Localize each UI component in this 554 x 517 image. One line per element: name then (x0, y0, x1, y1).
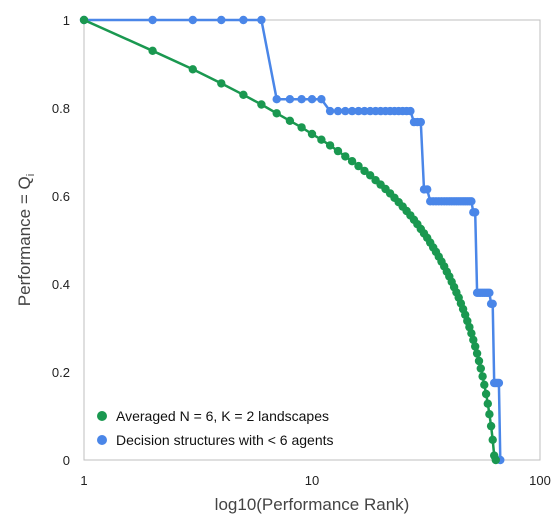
y-tick-label-4: 0.8 (52, 101, 70, 116)
series-0-point (469, 335, 478, 345)
series-0-point (217, 79, 226, 88)
y-tick-label-3: 0.6 (52, 189, 70, 204)
series-layer (79, 15, 505, 465)
series-0-point (333, 146, 343, 156)
series-1-point (297, 95, 306, 104)
series-0-point (285, 116, 295, 126)
series-0-point (483, 399, 492, 408)
series-0-point (317, 135, 326, 144)
series-0-point (257, 100, 266, 109)
legend-marker-1 (97, 435, 107, 445)
series-0-point (325, 141, 335, 150)
series-0-point (297, 123, 306, 132)
series-1-point (485, 288, 494, 297)
series-0-point (491, 455, 500, 465)
series-1-point (423, 185, 432, 194)
series-0-point (474, 356, 484, 366)
series-1-point (341, 106, 350, 116)
series-0-point (471, 342, 480, 351)
legend-marker-0 (97, 411, 107, 421)
y-tick-label-1: 0.2 (52, 365, 70, 380)
series-1-point (272, 95, 281, 104)
legend-item-1: Decision structures with < 6 agents (97, 432, 334, 448)
series-line-1 (84, 18, 502, 461)
x-axis-title: log10(Performance Rank) (215, 495, 410, 514)
series-1-point (416, 117, 425, 127)
series-1-point (354, 106, 363, 116)
series-1-point (467, 197, 476, 206)
y-axis-ticks: 0 0.2 0.4 0.6 0.8 1 (52, 13, 70, 468)
series-1-point (406, 106, 415, 116)
series-1-point (188, 15, 197, 25)
series-0-point (486, 421, 496, 431)
series-1-point (333, 106, 343, 116)
legend-label-1: Decision structures with < 6 agents (116, 432, 334, 448)
series-1 (79, 15, 505, 465)
series-0-point (360, 166, 369, 176)
series-0-point (341, 152, 350, 161)
series-0-point (472, 349, 482, 358)
series-0-point (366, 171, 375, 180)
series-1-point (494, 378, 504, 388)
series-1-point (217, 15, 226, 25)
series-0-point (481, 389, 491, 399)
series-0-point (488, 435, 497, 444)
series-line-0 (83, 18, 497, 461)
series-1-point (239, 15, 248, 25)
series-1-point (488, 299, 497, 308)
y-tick-label-5: 1 (63, 13, 70, 28)
series-0-point (188, 65, 197, 74)
y-tick-label-0: 0 (63, 453, 70, 468)
series-0-point (478, 372, 487, 381)
legend: Averaged N = 6, K = 2 landscapes Decisio… (97, 408, 334, 448)
series-0-point (272, 109, 281, 118)
series-0-point (239, 90, 248, 100)
series-0-point (476, 364, 485, 373)
plot-area-frame (83, 19, 541, 461)
series-0-point (307, 129, 317, 139)
series-1-point (347, 106, 357, 116)
series-1-point (257, 15, 266, 25)
series-1-point (285, 95, 295, 104)
series-1-point (148, 15, 157, 25)
y-tick-label-2: 0.4 (52, 277, 70, 292)
x-tick-label-2: 100 (529, 473, 551, 488)
x-tick-label-0: 1 (80, 473, 87, 488)
series-1-point (325, 106, 335, 116)
series-0-point (467, 329, 476, 338)
series-1-point (307, 95, 317, 104)
series-1-point (471, 208, 480, 217)
series-0 (79, 15, 500, 465)
series-0-point (485, 410, 494, 419)
series-0-point (148, 46, 157, 55)
series-0-point (79, 15, 89, 25)
legend-item-0: Averaged N = 6, K = 2 landscapes (97, 408, 329, 424)
series-0-point (354, 161, 363, 171)
legend-label-0: Averaged N = 6, K = 2 landscapes (116, 408, 329, 424)
series-0-point (347, 157, 357, 166)
series-1-point (317, 95, 326, 104)
series-0-point (480, 380, 489, 389)
x-axis-ticks: 1 10 100 (80, 473, 550, 488)
x-tick-label-1: 10 (305, 473, 319, 488)
y-axis-title: Performance = Qi (15, 174, 37, 306)
